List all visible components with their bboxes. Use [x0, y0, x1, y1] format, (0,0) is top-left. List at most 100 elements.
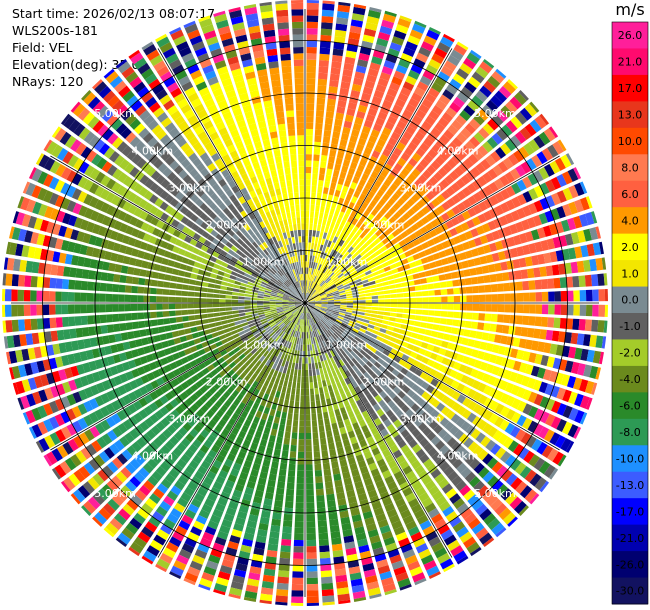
radar-gate — [385, 409, 395, 418]
radar-gate — [343, 199, 350, 207]
radar-gate — [463, 489, 476, 501]
radar-gate — [488, 413, 499, 425]
radar-gate — [574, 409, 585, 424]
radar-gate — [417, 235, 427, 244]
radar-gate — [402, 487, 413, 497]
radar-gate — [271, 518, 281, 527]
radar-gate — [458, 162, 469, 173]
radar-gate — [214, 400, 223, 409]
radar-gate — [572, 377, 583, 391]
radar-gate — [479, 61, 493, 74]
radar-gate — [301, 382, 305, 389]
radar-gate — [456, 555, 469, 565]
radar-gate — [260, 339, 267, 346]
radar-gate — [506, 359, 516, 370]
radar-gate — [316, 342, 320, 350]
radar-gate — [332, 236, 338, 244]
radar-gate — [331, 137, 339, 145]
radar-gate — [318, 311, 325, 316]
radar-gate — [510, 384, 520, 396]
radar-gate — [337, 337, 344, 344]
radar-gate — [286, 312, 293, 318]
radar-gate — [324, 359, 329, 367]
radar-gate — [254, 456, 263, 465]
radar-gate — [288, 348, 293, 356]
radar-gate — [340, 379, 347, 387]
radar-gate — [147, 458, 159, 469]
radar-gate — [32, 391, 42, 405]
radar-gate — [331, 201, 337, 210]
radar-gate — [475, 66, 489, 79]
radar-gate — [268, 320, 276, 326]
radar-gate — [262, 574, 275, 583]
radar-gate — [458, 364, 468, 373]
radar-gate — [566, 375, 577, 389]
radar-gate — [268, 434, 276, 443]
radar-gate — [526, 217, 537, 229]
radar-gate — [168, 468, 180, 479]
radar-gate — [290, 602, 304, 606]
radar-gate — [181, 543, 195, 554]
radar-gate — [403, 263, 411, 271]
radar-gate — [286, 320, 292, 327]
radar-gate — [259, 593, 273, 602]
radar-gate — [213, 336, 221, 343]
radar-gate — [288, 342, 292, 349]
radar-gate — [379, 524, 391, 535]
radar-gate — [350, 388, 357, 397]
radar-gate — [516, 193, 527, 206]
radar-gate — [450, 380, 460, 390]
radar-gate — [305, 191, 311, 199]
radar-gate — [485, 254, 494, 264]
radar-gate — [124, 313, 132, 321]
radar-gate — [208, 278, 216, 284]
radar-gate — [419, 520, 432, 531]
radar-gate — [568, 391, 578, 405]
radar-gate — [533, 200, 544, 213]
radar-gate — [324, 239, 329, 247]
radar-gate — [425, 405, 435, 415]
radar-gate — [423, 232, 432, 241]
radar-gate — [428, 26, 441, 35]
radar-gate — [305, 286, 307, 293]
radar-gate — [204, 525, 217, 536]
radar-gate — [293, 375, 297, 383]
radar-gate — [495, 147, 507, 159]
radar-gate — [306, 520, 316, 528]
radar-gate — [499, 380, 509, 391]
radar-gate — [439, 461, 451, 472]
radar-gate — [284, 431, 291, 439]
radar-gate — [324, 314, 331, 319]
radar-gate — [308, 296, 314, 301]
radar-gate — [540, 239, 549, 251]
radar-gate — [26, 393, 36, 407]
radar-gate — [231, 412, 240, 421]
radar-gate — [149, 344, 158, 352]
radar-gate — [324, 246, 330, 254]
radar-gate — [294, 303, 302, 306]
radar-gate — [296, 489, 304, 496]
radar-gate — [286, 334, 291, 342]
radar-gate — [494, 334, 502, 344]
radar-gate — [259, 329, 266, 335]
radar-gate — [347, 353, 354, 360]
radar-gate — [397, 207, 406, 216]
radar-gate — [331, 315, 338, 319]
radar-gate — [327, 500, 336, 508]
radar-gate — [296, 331, 299, 338]
radar-gate — [266, 549, 278, 558]
radar-gate — [400, 152, 411, 162]
radar-gate — [536, 227, 546, 239]
radar-gate — [334, 408, 341, 417]
radar-gate — [340, 465, 350, 474]
radar-gate — [295, 343, 299, 351]
radar-gate — [396, 372, 405, 381]
radar-gate — [308, 357, 311, 364]
radar-gate — [339, 171, 347, 180]
radar-gate — [408, 498, 420, 508]
radar-gate — [411, 428, 421, 438]
radar-gate — [377, 357, 385, 365]
radar-gate — [359, 303, 366, 306]
radar-gate — [178, 350, 186, 358]
radar-gate — [115, 471, 128, 483]
